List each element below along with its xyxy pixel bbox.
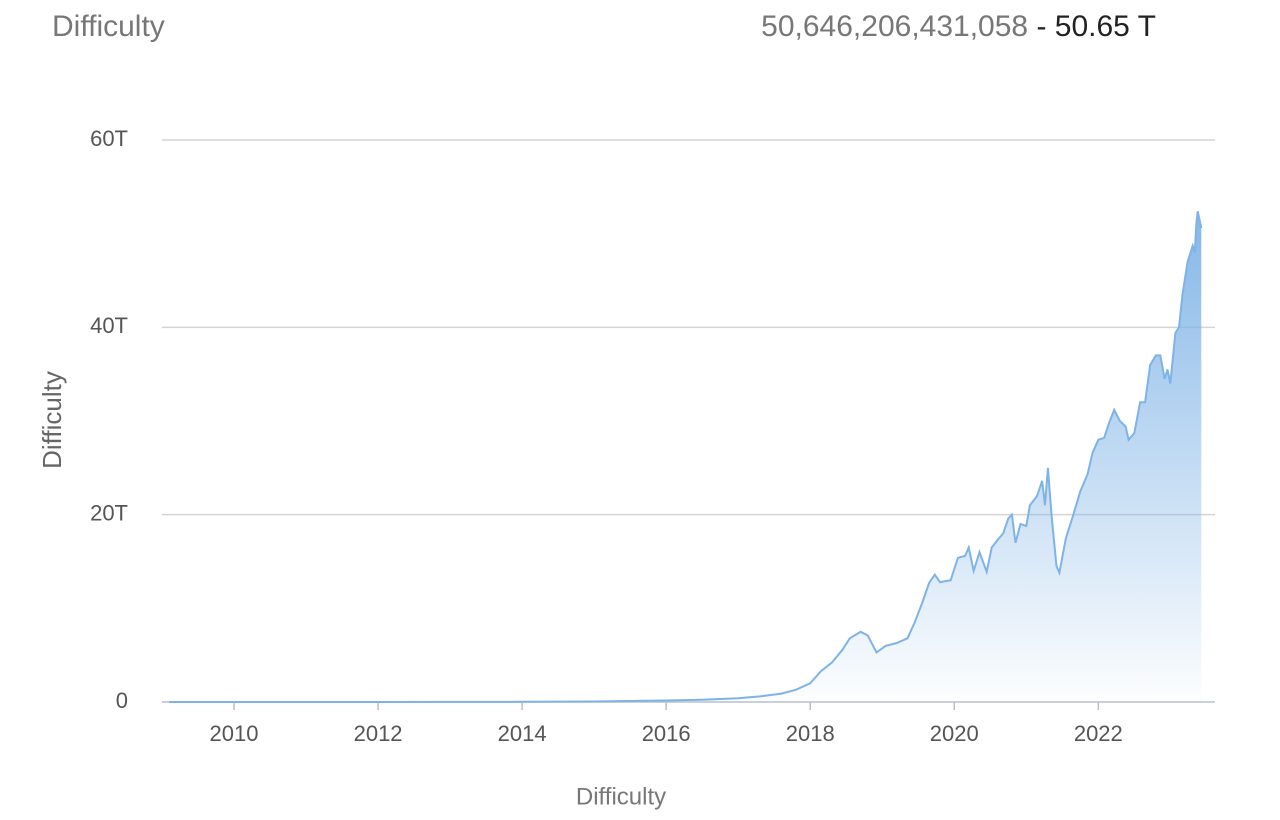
x-tick-label: 2014: [498, 721, 547, 746]
x-tick-label: 2016: [642, 721, 691, 746]
header-title: Difficulty: [52, 10, 165, 43]
x-tick-label: 2012: [354, 721, 403, 746]
y-tick-label: 40T: [90, 313, 128, 338]
separator: -: [1036, 10, 1047, 43]
header-value: 50,646,206,431,058 - 50.65 T: [761, 10, 1156, 44]
y-axis-title: Difficulty: [37, 371, 67, 469]
y-tick-label: 0: [116, 688, 128, 713]
difficulty-short: 50.65 T: [1054, 10, 1156, 43]
area: [169, 211, 1202, 702]
x-tick-label: 2018: [786, 721, 835, 746]
x-tick-label: 2020: [930, 721, 979, 746]
x-tick-label: 2022: [1074, 721, 1123, 746]
line: [169, 210, 1203, 703]
header: Difficulty 50,646,206,431,058 - 50.65 T: [0, 0, 1280, 60]
difficulty-value: 50,646,206,431,058: [761, 10, 1029, 43]
y-tick-label: 20T: [90, 500, 128, 525]
x-tick-label: 2010: [210, 721, 259, 746]
x-axis-title: Difficulty: [576, 783, 666, 810]
y-tick-label: 60T: [90, 126, 128, 151]
